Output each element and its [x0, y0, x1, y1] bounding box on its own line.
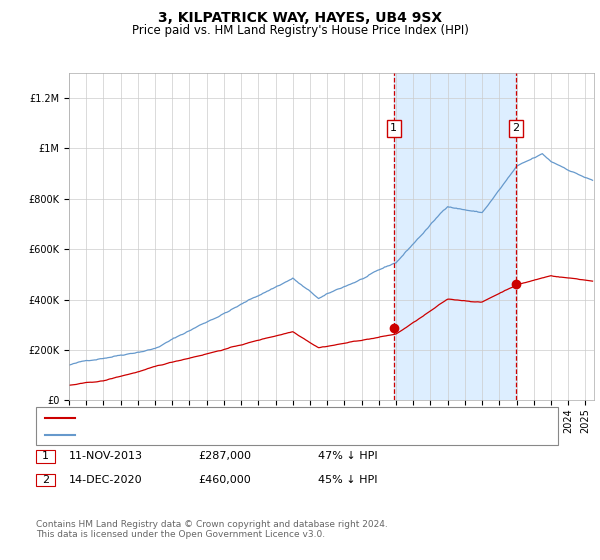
Text: 14-DEC-2020: 14-DEC-2020 — [69, 475, 143, 485]
Text: 3, KILPATRICK WAY, HAYES, UB4 9SX (detached house): 3, KILPATRICK WAY, HAYES, UB4 9SX (detac… — [81, 413, 364, 423]
Text: £287,000: £287,000 — [198, 451, 251, 461]
Text: 2: 2 — [42, 475, 49, 485]
Text: 3, KILPATRICK WAY, HAYES, UB4 9SX: 3, KILPATRICK WAY, HAYES, UB4 9SX — [158, 11, 442, 25]
Text: 2: 2 — [512, 123, 520, 133]
Text: 47% ↓ HPI: 47% ↓ HPI — [318, 451, 377, 461]
Text: HPI: Average price, detached house, Hillingdon: HPI: Average price, detached house, Hill… — [81, 430, 326, 440]
Text: Contains HM Land Registry data © Crown copyright and database right 2024.
This d: Contains HM Land Registry data © Crown c… — [36, 520, 388, 539]
Text: 1: 1 — [42, 451, 49, 461]
Text: 45% ↓ HPI: 45% ↓ HPI — [318, 475, 377, 485]
Text: £460,000: £460,000 — [198, 475, 251, 485]
Text: 11-NOV-2013: 11-NOV-2013 — [69, 451, 143, 461]
Text: Price paid vs. HM Land Registry's House Price Index (HPI): Price paid vs. HM Land Registry's House … — [131, 24, 469, 36]
Text: 1: 1 — [391, 123, 397, 133]
Bar — [394, 73, 516, 400]
